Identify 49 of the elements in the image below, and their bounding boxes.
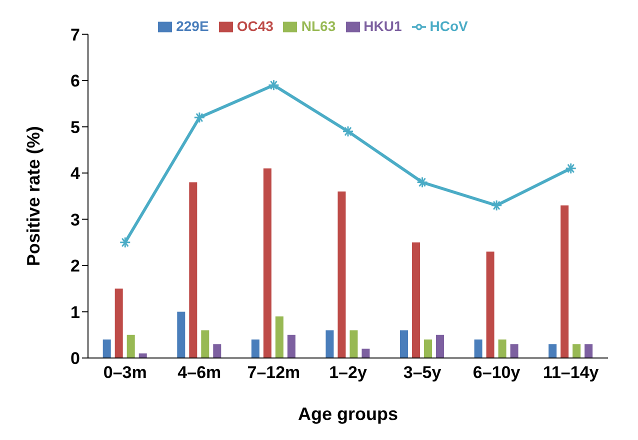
bar — [498, 340, 506, 358]
bar — [102, 340, 111, 358]
y-tick-label: 0 — [70, 349, 80, 368]
x-axis-title: Age groups — [298, 404, 398, 424]
x-tick-label: 0–3m — [103, 363, 147, 382]
x-tick-label: 1–2y — [329, 363, 368, 382]
y-axis-title: Positive rate (%) — [23, 126, 44, 266]
x-tick-label: 3–5y — [403, 363, 442, 382]
bar — [510, 344, 518, 358]
x-tick-label: 6–10y — [472, 363, 521, 382]
legend-label: NL63 — [301, 18, 336, 34]
legend-label: HCoV — [430, 18, 468, 34]
bar — [572, 344, 581, 358]
bar — [474, 340, 482, 358]
y-tick-label: 4 — [70, 164, 81, 184]
y-tick-label: 2 — [70, 256, 80, 276]
bar — [412, 242, 420, 358]
bar — [201, 330, 210, 358]
y-tick-label: 3 — [70, 210, 80, 230]
y-tick-label: 6 — [70, 72, 80, 91]
bar — [114, 288, 123, 358]
x-tick-label: 4–6m — [178, 363, 222, 382]
bar — [263, 168, 272, 358]
bar — [287, 334, 296, 358]
bar — [251, 340, 260, 358]
bar — [362, 348, 370, 358]
bar — [275, 316, 284, 358]
bar — [400, 330, 408, 358]
y-tick-label: 1 — [70, 302, 80, 322]
bar — [326, 330, 334, 358]
bar — [189, 182, 198, 358]
bar — [584, 344, 593, 358]
x-tick-label: 11–14y — [542, 363, 600, 382]
bar — [338, 192, 346, 358]
bar — [560, 205, 569, 358]
bar — [436, 334, 444, 358]
bar — [486, 252, 494, 358]
x-tick-label: 7–12m — [247, 363, 300, 382]
bar — [213, 344, 222, 358]
legend-label: HKU1 — [364, 18, 402, 34]
bar — [350, 330, 358, 358]
y-tick-label: 5 — [70, 118, 80, 137]
bar — [424, 340, 432, 358]
bar — [126, 334, 135, 358]
bar — [177, 312, 186, 358]
bar — [548, 344, 557, 358]
legend-label: 229E — [176, 18, 209, 34]
y-tick-label: 7 — [70, 25, 80, 44]
legend-label: OC43 — [236, 18, 274, 34]
